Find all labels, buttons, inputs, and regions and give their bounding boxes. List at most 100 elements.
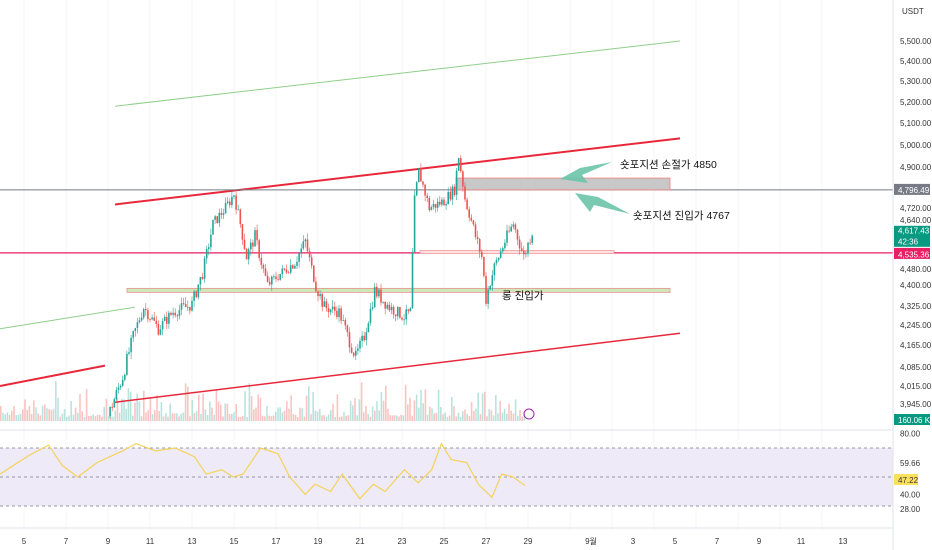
volume-bar xyxy=(90,415,92,421)
candle xyxy=(222,213,225,215)
volume-bar xyxy=(180,413,182,421)
candle xyxy=(264,268,267,276)
rsi-value-bg xyxy=(894,474,918,486)
volume-bar xyxy=(349,401,352,421)
candle xyxy=(275,276,277,280)
volume-bar xyxy=(334,416,336,421)
volume-bar xyxy=(451,397,453,421)
candle xyxy=(243,239,246,250)
candle xyxy=(516,229,519,240)
volume-bar xyxy=(198,394,200,421)
volume-bar xyxy=(15,415,17,421)
volume-bar xyxy=(319,408,321,421)
candle xyxy=(365,332,368,341)
volume-bar xyxy=(464,409,466,421)
candle xyxy=(281,268,284,274)
volume-bar xyxy=(224,403,226,421)
candle xyxy=(422,181,424,185)
volume-bar xyxy=(39,415,42,421)
date-tick: 3 xyxy=(631,537,636,546)
volume-bar xyxy=(316,411,319,421)
candle xyxy=(394,314,397,317)
candle xyxy=(151,317,153,320)
volume-bar xyxy=(46,408,48,421)
volume-bar xyxy=(440,406,442,421)
candle xyxy=(166,316,168,324)
candle xyxy=(527,242,529,254)
volume-bar xyxy=(312,391,314,421)
volume-bar xyxy=(327,414,330,421)
volume-bar xyxy=(343,411,345,421)
candle xyxy=(342,320,344,321)
volume-bar xyxy=(420,389,422,421)
volume-bar xyxy=(294,414,297,421)
candle xyxy=(432,203,435,208)
candle xyxy=(195,291,197,298)
candle xyxy=(250,242,252,250)
price-tick: 4,085.00 xyxy=(900,363,932,372)
volume-bar xyxy=(508,403,510,421)
candle xyxy=(390,306,393,311)
rsi-tick: 40.00 xyxy=(900,491,921,500)
volume-bar xyxy=(156,395,158,421)
candle xyxy=(205,249,208,259)
candle xyxy=(241,224,244,240)
candle xyxy=(182,303,185,305)
candle xyxy=(466,199,468,210)
drawings[interactable] xyxy=(0,40,893,420)
candle xyxy=(520,248,523,251)
volume-bar xyxy=(336,394,339,421)
date-tick: 13 xyxy=(188,537,197,546)
candle xyxy=(138,320,141,323)
volume-bar xyxy=(57,397,59,421)
price-tick: 5,000.00 xyxy=(900,141,932,150)
candle xyxy=(487,289,489,304)
volume-bar xyxy=(118,412,121,421)
candle xyxy=(229,201,231,206)
candle xyxy=(468,209,470,218)
candle xyxy=(407,309,410,312)
candle xyxy=(115,390,118,400)
volume-bar xyxy=(455,416,457,421)
volume-bar xyxy=(237,416,240,421)
price-tick: 5,300.00 xyxy=(900,77,932,86)
date-tick: 11 xyxy=(146,537,155,546)
volume-bar xyxy=(103,407,105,421)
volume-bar xyxy=(176,413,178,421)
candle xyxy=(447,191,449,205)
volume-bar xyxy=(96,414,99,421)
candle xyxy=(371,307,374,309)
candle xyxy=(300,248,302,254)
volume-bar xyxy=(94,416,97,421)
volume-bar xyxy=(162,416,165,421)
price-tick: 4,400.00 xyxy=(900,281,932,290)
candle xyxy=(155,320,158,324)
volume-bar xyxy=(191,399,193,421)
volume-bar xyxy=(244,391,246,421)
volume-bar xyxy=(129,391,132,421)
candle xyxy=(161,321,164,330)
candle xyxy=(476,237,479,240)
candle xyxy=(525,253,527,255)
candle xyxy=(388,304,391,311)
volume-bar xyxy=(338,416,341,421)
volume-bar xyxy=(50,409,53,421)
volume-bar xyxy=(248,383,251,421)
candle xyxy=(409,308,412,312)
candle xyxy=(268,281,271,285)
date-tick: 9 xyxy=(757,537,762,546)
volume-bar xyxy=(233,412,235,421)
volume-bar xyxy=(74,407,77,421)
candle xyxy=(428,197,431,211)
candle xyxy=(254,230,256,247)
last-price-tag: 4,617.43 xyxy=(898,226,930,235)
volume-bar xyxy=(352,405,354,421)
candle xyxy=(367,323,370,333)
volume-bar xyxy=(347,415,350,421)
volume-bar xyxy=(389,414,391,421)
volume-bar xyxy=(112,416,114,421)
volume-bar xyxy=(55,381,57,421)
volume-bar xyxy=(367,413,369,421)
candle xyxy=(462,171,464,187)
